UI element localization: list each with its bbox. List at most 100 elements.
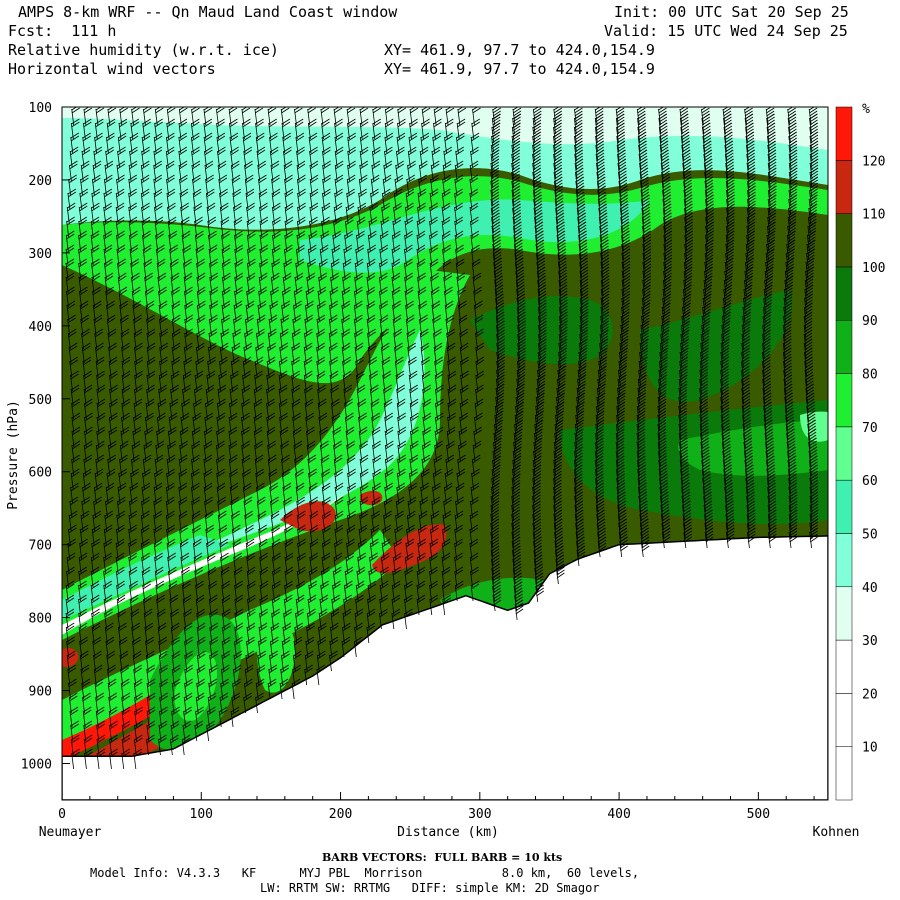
barb-feather	[308, 118, 317, 125]
barb-shaft	[92, 640, 96, 658]
barb-feather	[305, 401, 314, 408]
rh-cyan-tongue-upper	[300, 199, 650, 273]
barb-feather	[116, 160, 126, 167]
barb-shaft	[341, 332, 345, 350]
barb-feather	[184, 695, 193, 702]
barb-feather	[303, 356, 313, 363]
barb-feather	[209, 272, 218, 279]
barb-feather	[146, 317, 155, 324]
barb-shaft	[191, 458, 194, 476]
barb-shaft	[146, 318, 149, 336]
barb-feather	[283, 258, 293, 265]
barb-feather	[71, 412, 81, 419]
barb-feather	[269, 650, 278, 657]
barb-feather	[154, 205, 163, 212]
barb-shaft	[142, 584, 146, 602]
barb-feather	[128, 566, 138, 573]
barb-shaft	[278, 402, 282, 420]
barb-feather	[128, 191, 137, 198]
barb-feather	[134, 692, 143, 699]
barb-feather	[204, 499, 213, 506]
barb-feather	[241, 384, 251, 391]
barb-feather	[172, 345, 181, 352]
barb-feather	[130, 597, 139, 604]
barb-feather	[71, 401, 80, 408]
barb-feather	[134, 678, 143, 685]
barb-feather	[107, 664, 116, 671]
barb-shaft	[334, 122, 337, 140]
barb-shaft	[341, 640, 345, 658]
barb-shaft	[171, 668, 175, 686]
barb-feather	[217, 149, 226, 156]
barb-feather	[108, 695, 117, 702]
barb-shaft	[183, 276, 187, 294]
barb-shaft	[291, 374, 294, 392]
barb-feather	[231, 359, 240, 366]
barb-feather	[171, 314, 181, 321]
barb-feather	[179, 457, 188, 464]
barb-shaft	[304, 332, 307, 350]
barb-shaft	[347, 486, 351, 504]
barb-feather	[329, 653, 338, 660]
barb-shaft	[65, 612, 69, 630]
barb-feather	[278, 370, 288, 377]
barb-shaft	[159, 346, 163, 364]
barb-feather	[253, 398, 263, 405]
barb-feather	[203, 440, 213, 447]
barb-feather	[158, 286, 167, 293]
barb-feather	[291, 345, 301, 352]
barb-feather	[105, 496, 114, 503]
barb-shaft	[231, 528, 235, 546]
barb-feather	[121, 398, 131, 405]
barb-feather	[293, 443, 303, 450]
barb-feather	[255, 121, 264, 128]
barb-feather	[282, 639, 291, 646]
barb-feather	[146, 303, 155, 310]
barb-feather	[129, 247, 139, 254]
barb-feather	[271, 538, 281, 545]
barb-feather	[244, 513, 253, 520]
barb-feather	[243, 149, 252, 156]
barb-feather	[321, 566, 330, 573]
barb-feather	[317, 286, 327, 293]
barb-feather	[197, 286, 206, 293]
barb-shaft	[132, 640, 135, 658]
barb-shaft	[158, 290, 161, 308]
barb-feather	[334, 524, 344, 531]
barb-feather	[103, 580, 112, 587]
barb-shaft	[308, 136, 312, 154]
barb-feather	[130, 121, 140, 128]
barb-feather	[321, 468, 330, 475]
barb-feather	[243, 146, 252, 153]
barb-feather	[304, 398, 314, 405]
barb-feather	[130, 471, 139, 478]
barb-shaft	[70, 374, 73, 392]
barb-feather	[115, 538, 125, 545]
barb-feather	[309, 188, 319, 195]
barb-shaft	[178, 486, 182, 504]
barb-feather	[297, 163, 306, 170]
barb-feather	[140, 174, 150, 181]
barb-feather	[169, 398, 179, 405]
barb-feather	[116, 191, 125, 198]
barb-feather	[254, 373, 263, 380]
barb-shaft	[209, 626, 213, 644]
barb-feather	[206, 723, 215, 730]
barb-feather	[232, 331, 242, 338]
wind-barb-column	[128, 107, 143, 770]
barb-feather	[178, 468, 188, 475]
barb-feather	[232, 345, 241, 352]
barb-feather	[130, 258, 139, 265]
barb-feather	[322, 177, 331, 184]
barb-feather	[341, 317, 350, 324]
barb-feather	[334, 191, 343, 198]
barb-feather	[292, 328, 301, 335]
barb-feather	[234, 583, 243, 590]
barb-shaft	[269, 486, 273, 504]
barb-feather	[232, 191, 242, 198]
barb-feather	[280, 429, 289, 436]
barb-feather	[143, 594, 152, 601]
barb-feather	[306, 426, 315, 433]
barb-feather	[205, 174, 214, 181]
barb-feather	[294, 289, 303, 296]
